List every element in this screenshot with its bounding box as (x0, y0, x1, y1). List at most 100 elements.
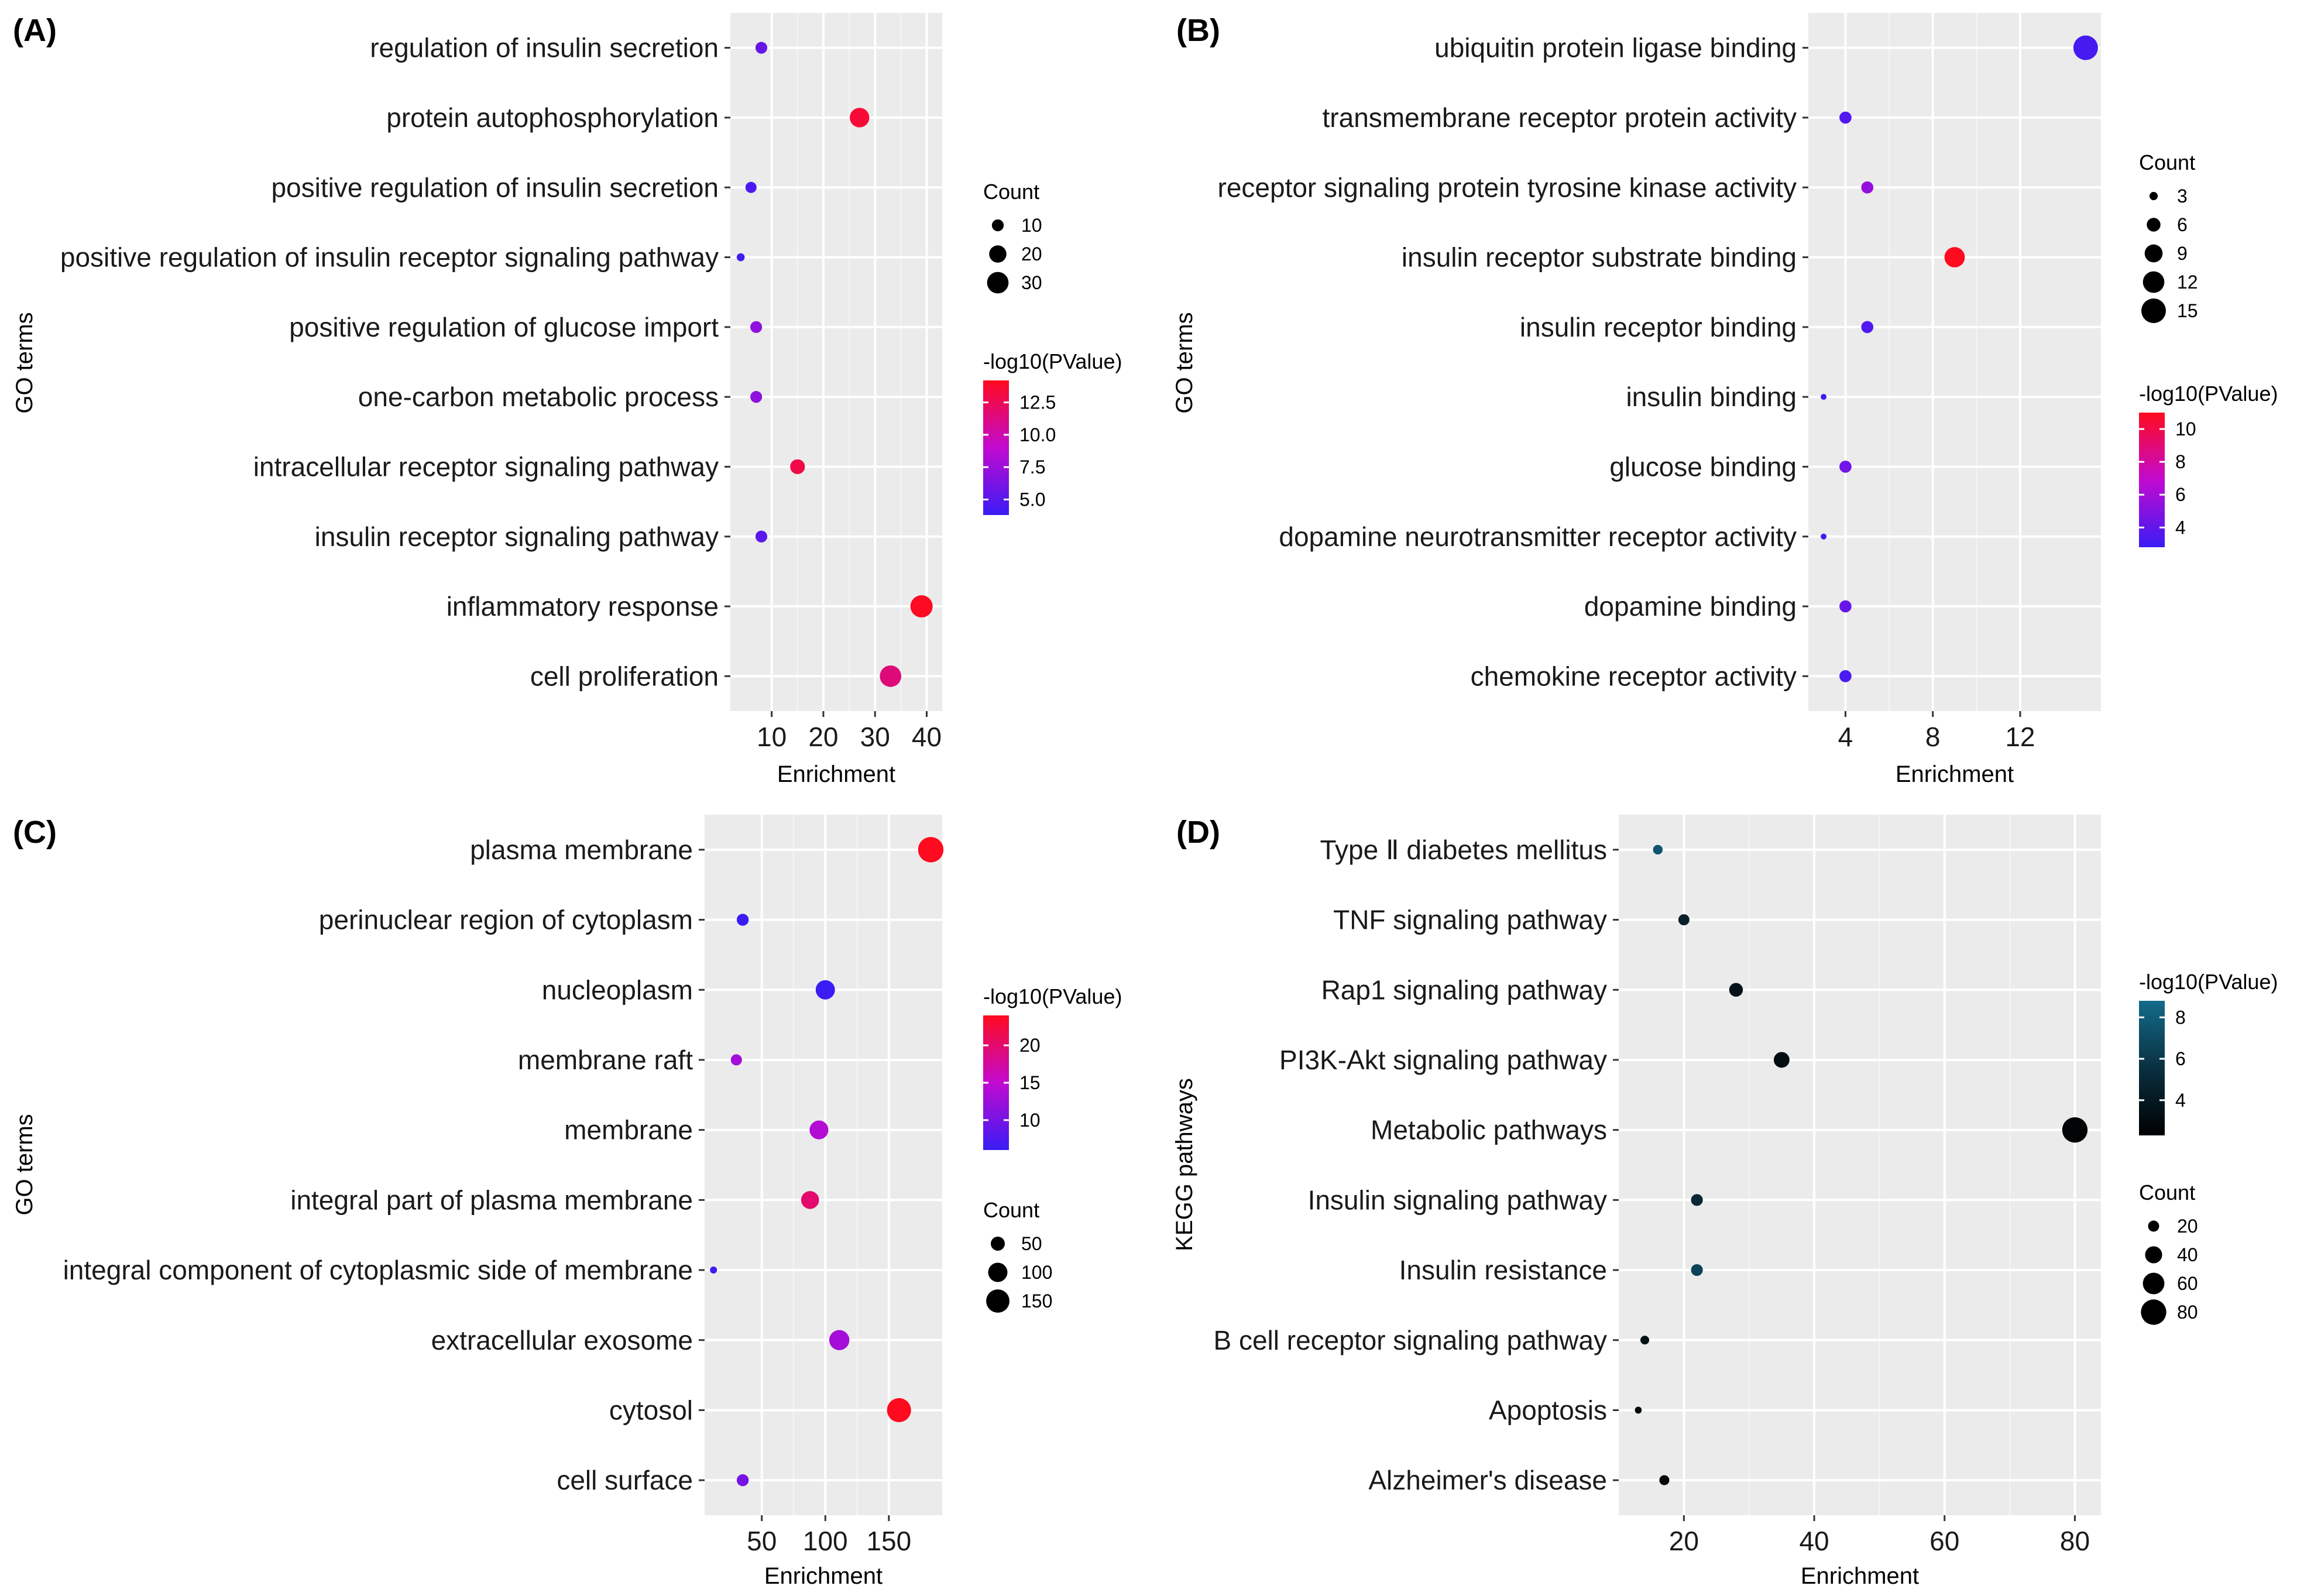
data-point (1640, 1336, 1650, 1345)
panel-c-points (710, 837, 944, 1487)
x-tick-label: 10 (757, 722, 787, 752)
panel-c-color-legend: -log10(PValue) 10 15 20 (983, 984, 1122, 1150)
color-legend-label: 10 (1019, 1110, 1041, 1131)
size-legend-key (2141, 1299, 2166, 1325)
panel-c: plasma membrane perinuclear region of cyt… (12, 815, 1122, 1589)
category-label: extracellular exosome (431, 1325, 693, 1355)
category-label: integral part of plasma membrane (290, 1185, 693, 1215)
data-point (801, 1191, 819, 1209)
x-tick-label: 8 (1925, 722, 1941, 752)
size-legend-title: Count (983, 1198, 1039, 1222)
x-tick-label: 30 (860, 722, 890, 752)
color-legend-label: 12.5 (1019, 392, 1056, 413)
panel-c-y-axis-title: GO terms (12, 1114, 37, 1215)
data-point (1653, 845, 1663, 855)
data-point (1729, 983, 1743, 997)
panel-a-size-legend: Count 10 20 30 (983, 180, 1042, 294)
size-legend-title: Count (983, 180, 1039, 204)
data-point (2073, 35, 2098, 60)
size-legend-title: Count (2139, 150, 2195, 174)
data-point (1861, 321, 1874, 334)
size-legend-label: 3 (2177, 186, 2188, 207)
panel-d-plot-background (1619, 815, 2101, 1515)
data-point (1944, 247, 1965, 267)
panel-c-size-legend: Count 50 100 150 (983, 1198, 1052, 1313)
panel-d-y-axis-title: KEGG pathways (1172, 1078, 1197, 1251)
panel-b-label: (B) (1176, 13, 1220, 48)
x-tick-label: 50 (747, 1526, 777, 1556)
category-label: insulin receptor substrate binding (1402, 242, 1797, 273)
size-legend-key (2143, 1272, 2165, 1295)
size-legend-key (2145, 1246, 2162, 1264)
panel-d-grid (1619, 815, 2101, 1515)
data-point (1821, 533, 1827, 540)
category-label: PI3K-Akt signaling pathway (1279, 1045, 1607, 1075)
data-point (1773, 1052, 1790, 1068)
panel-b-x-axis-title: Enrichment (1896, 761, 2014, 787)
panel-b-color-legend: -log10(PValue) 4 6 8 10 (2139, 382, 2278, 547)
x-tick-label: 12 (2005, 722, 2035, 752)
x-tick-label: 40 (1799, 1526, 1829, 1556)
size-legend-key (2143, 271, 2165, 293)
category-label: cell surface (557, 1465, 693, 1495)
data-point (880, 665, 902, 687)
category-label: positive regulation of glucose import (289, 312, 719, 342)
panel-b-points (1821, 35, 2098, 682)
data-point (736, 253, 745, 262)
data-point (1839, 600, 1852, 613)
data-point (730, 1054, 742, 1066)
category-label: B cell receptor signaling pathway (1214, 1325, 1607, 1355)
panel-b-size-legend: Count 3 6 9 12 15 (2139, 150, 2198, 323)
color-legend-title: -log10(PValue) (2139, 970, 2278, 994)
data-point (736, 1474, 749, 1487)
x-tick-label: 150 (866, 1526, 911, 1556)
category-label: insulin receptor signaling pathway (315, 521, 719, 552)
category-label: protein autophosphorylation (386, 102, 719, 133)
data-point (1839, 461, 1852, 473)
category-label: Insulin resistance (1399, 1255, 1607, 1285)
category-label: receptor signaling protein tyrosine kina… (1218, 172, 1797, 202)
size-legend-key (2149, 191, 2158, 201)
data-point (887, 1398, 911, 1422)
data-point (850, 108, 870, 128)
color-legend-label: 7.5 (1019, 457, 1045, 478)
category-label: insulin receptor binding (1520, 312, 1797, 342)
size-legend-title: Count (2139, 1180, 2195, 1204)
category-label: ubiquitin protein ligase binding (1434, 33, 1797, 63)
size-legend-label: 6 (2177, 214, 2188, 235)
panel-b-plot-background (1808, 13, 2101, 711)
data-point (910, 595, 933, 618)
data-point (1691, 1194, 1703, 1206)
panel-c-grid (705, 815, 942, 1515)
category-label: Rap1 signaling pathway (1321, 974, 1607, 1005)
data-point (750, 391, 763, 403)
category-label: plasma membrane (470, 835, 693, 865)
data-point (790, 459, 805, 475)
panel-a-y-axis-title: GO terms (12, 312, 37, 413)
color-legend-label: 4 (2175, 517, 2186, 538)
panel-b-y-axis-title: GO terms (1172, 312, 1197, 413)
size-legend-key (991, 1237, 1005, 1251)
data-point (1839, 111, 1852, 124)
category-label: positive regulation of insulin secretion (271, 172, 719, 202)
data-point (809, 1120, 829, 1139)
size-legend-label: 12 (2177, 272, 2198, 293)
size-legend-key (2144, 244, 2163, 263)
category-label: positive regulation of insulin receptor … (60, 242, 719, 273)
panel-a-plot-background (730, 13, 942, 711)
panel-a-color-legend: -log10(PValue) 5.0 7.5 10.0 12.5 (983, 349, 1122, 515)
data-point (1659, 1475, 1670, 1485)
data-point (710, 1266, 717, 1274)
category-label: chemokine receptor activity (1471, 661, 1797, 691)
color-legend-title: -log10(PValue) (983, 984, 1122, 1008)
size-legend-label: 60 (2177, 1273, 2198, 1294)
color-legend-label: 8 (2175, 451, 2186, 472)
size-legend-label: 20 (1021, 243, 1042, 265)
color-legend-title: -log10(PValue) (2139, 382, 2278, 406)
category-label: Alzheimer's disease (1368, 1465, 1607, 1495)
panel-a-label: (A) (13, 13, 57, 48)
color-legend-label: 10.0 (1019, 424, 1056, 445)
size-legend-label: 100 (1021, 1262, 1052, 1283)
color-legend-bar (2139, 413, 2165, 547)
data-point (745, 181, 757, 193)
